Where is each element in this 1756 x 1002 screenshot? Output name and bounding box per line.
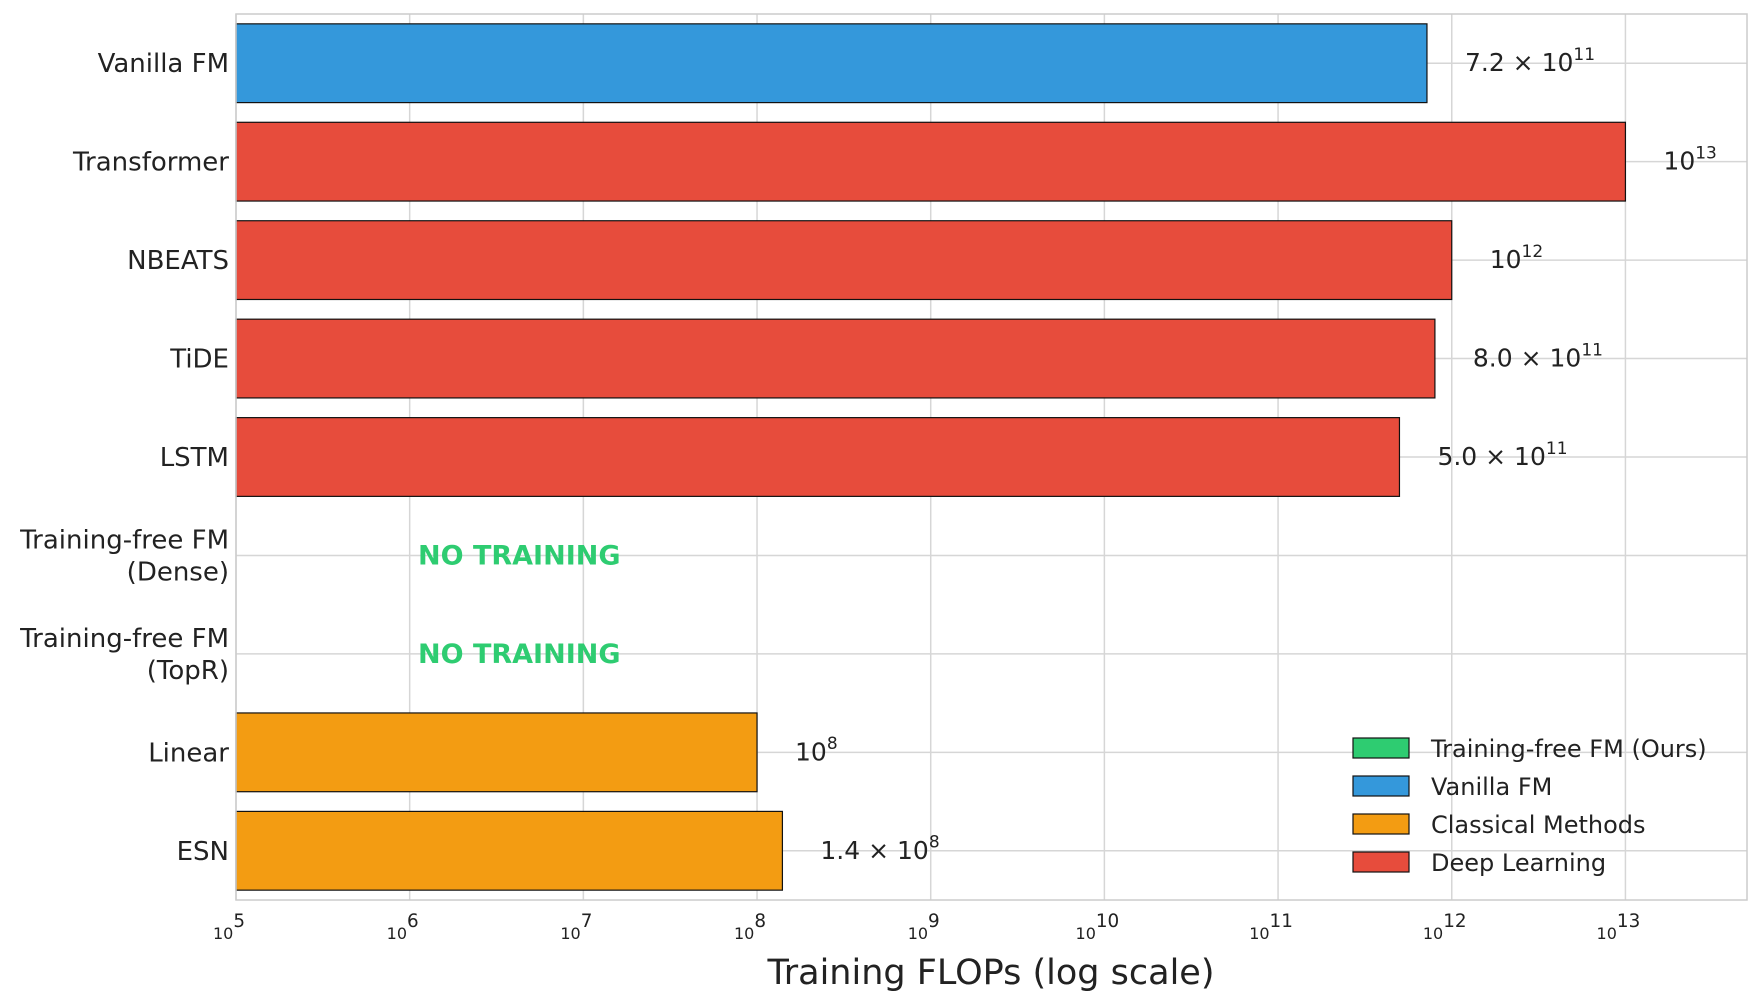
category-label: Vanilla FM bbox=[98, 49, 229, 79]
legend-swatch bbox=[1352, 737, 1410, 759]
x-tick-label: 1011 bbox=[1249, 911, 1293, 943]
legend-swatch bbox=[1352, 851, 1410, 873]
category-label: LSTM bbox=[160, 443, 229, 473]
category-label: Training-free FM bbox=[19, 624, 229, 654]
value-label: 5.0 × 1011 bbox=[1437, 439, 1567, 471]
value-label: 7.2 × 1011 bbox=[1465, 45, 1595, 77]
x-tick-label: 106 bbox=[387, 911, 419, 943]
bar-layer bbox=[235, 23, 1627, 891]
bar bbox=[235, 121, 1627, 202]
value-label: 108 bbox=[795, 734, 838, 766]
category-label: Transformer bbox=[72, 148, 229, 178]
bar bbox=[235, 23, 1428, 104]
value-label: 1.4 × 108 bbox=[820, 833, 939, 865]
category-label: Training-free FM bbox=[19, 525, 229, 555]
no-training-label: NO TRAINING bbox=[418, 540, 621, 571]
axis-layer: 105 106 107 108 109 1010 1011 1012 1013 bbox=[213, 911, 1640, 943]
x-tick-label: 107 bbox=[560, 911, 592, 943]
x-tick-label: 1012 bbox=[1423, 911, 1467, 943]
legend-swatch bbox=[1352, 813, 1410, 835]
legend-label: Deep Learning bbox=[1431, 849, 1606, 877]
legend-swatch bbox=[1352, 775, 1410, 797]
value-label: 8.0 × 1011 bbox=[1473, 340, 1603, 372]
category-label: (TopR) bbox=[147, 656, 229, 686]
label-layer: Vanilla FM 7.2 × 1011 Transformer 1013 NBEAT… bbox=[19, 45, 1717, 867]
bar bbox=[235, 417, 1401, 497]
x-tick-label: 1010 bbox=[1076, 911, 1120, 943]
category-label: TiDE bbox=[169, 345, 229, 375]
x-tick-label: 109 bbox=[908, 911, 940, 943]
legend-label: Vanilla FM bbox=[1431, 773, 1552, 801]
bar bbox=[235, 318, 1436, 399]
plot-frame bbox=[235, 13, 1748, 901]
category-label: ESN bbox=[177, 837, 229, 867]
bar bbox=[235, 220, 1453, 301]
no-training-label: NO TRAINING bbox=[418, 639, 621, 670]
category-label: (Dense) bbox=[127, 557, 229, 587]
legend-label: Training-free FM (Ours) bbox=[1430, 735, 1707, 763]
x-tick-label: 1013 bbox=[1597, 911, 1641, 943]
legend: Training-free FM (Ours) Vanilla FM Classic… bbox=[1352, 735, 1707, 877]
x-tick-label: 105 bbox=[213, 911, 245, 943]
x-tick-label: 108 bbox=[734, 911, 766, 943]
legend-label: Classical Methods bbox=[1431, 811, 1646, 839]
bar bbox=[235, 712, 758, 793]
value-label: 1012 bbox=[1490, 242, 1543, 274]
x-axis-label: Training FLOPs (log scale) bbox=[767, 953, 1215, 993]
category-label: NBEATS bbox=[127, 246, 229, 276]
value-label: 1013 bbox=[1663, 143, 1716, 175]
bar bbox=[235, 810, 784, 891]
category-label: Linear bbox=[148, 738, 229, 768]
